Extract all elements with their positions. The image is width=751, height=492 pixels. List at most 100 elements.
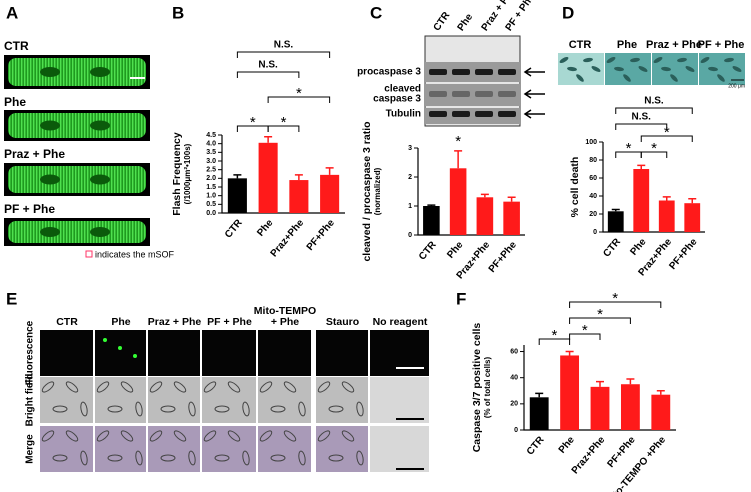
micrograph — [40, 330, 93, 376]
micrograph — [202, 426, 256, 472]
micrograph — [202, 377, 256, 423]
micrograph — [95, 377, 146, 423]
cell — [614, 66, 624, 72]
y-tick-label: 60 — [510, 348, 518, 355]
cell — [559, 56, 569, 64]
x-tick-label: CTR — [223, 217, 245, 240]
cell — [214, 405, 230, 413]
error-bar — [626, 378, 635, 385]
cell — [80, 401, 88, 417]
micrograph — [370, 330, 429, 376]
significance-label: N.S. — [258, 60, 278, 71]
band-label: Tubulin — [386, 109, 421, 120]
bar — [560, 355, 580, 430]
bar — [658, 200, 675, 232]
nucleus — [90, 120, 110, 131]
y-tick-label: 40 — [589, 193, 597, 200]
nucleus — [40, 174, 60, 185]
cell — [717, 74, 725, 82]
x-tick-label: CTR — [601, 236, 623, 259]
cell — [606, 56, 616, 64]
significance-bracket — [569, 317, 631, 324]
y-axis-label: Caspase 3/7 positive cells — [471, 323, 483, 453]
band — [475, 111, 493, 117]
cell — [700, 56, 710, 64]
x-tick-label: PF+Phe — [305, 217, 337, 253]
row-label: PF + Phe — [4, 202, 55, 216]
lane-label: Phe — [617, 39, 637, 51]
cell — [52, 454, 68, 462]
y-axis-label: (normalized) — [373, 167, 382, 215]
bar — [476, 197, 494, 235]
row-label: Merge — [25, 434, 36, 464]
significance-label: * — [551, 327, 557, 344]
bar — [503, 201, 520, 235]
panel-letter: D — [562, 3, 574, 22]
significance-label: * — [597, 306, 603, 323]
band — [429, 69, 447, 75]
column-label: PF + Phe — [207, 316, 252, 328]
cell — [135, 401, 143, 417]
bar — [423, 206, 440, 235]
cell — [270, 405, 286, 413]
bar — [590, 386, 610, 430]
y-tick-label: 60 — [589, 175, 597, 182]
micrograph — [370, 426, 429, 472]
x-tick-label: CTR — [417, 239, 439, 262]
x-tick-label: Praz+Phe — [269, 217, 307, 259]
cell — [356, 450, 364, 466]
legend-swatch — [85, 250, 93, 258]
cell — [96, 381, 110, 393]
cell — [149, 430, 163, 442]
panel-letter: C — [370, 3, 382, 22]
bar — [258, 142, 278, 213]
error-bar — [325, 167, 334, 175]
bar — [227, 178, 247, 213]
cell — [96, 430, 110, 442]
cell — [283, 381, 297, 393]
x-tick-label: PF+Phe — [487, 239, 519, 275]
y-axis-label: (/1000μm²•100s) — [183, 143, 192, 204]
cell — [259, 430, 273, 442]
y-tick-label: 4.5 — [206, 132, 216, 139]
panel-letter: E — [6, 289, 17, 308]
error-bar — [535, 392, 544, 398]
y-tick-label: 3.0 — [206, 158, 216, 165]
x-tick-label: Phe — [445, 239, 465, 260]
y-axis-label: (% of total cells) — [483, 356, 492, 418]
error-bar — [507, 196, 516, 202]
cell — [135, 450, 143, 466]
error-bar — [480, 193, 489, 198]
cell-shape — [8, 166, 146, 193]
cell — [65, 381, 79, 393]
cell — [107, 405, 123, 413]
cell-shape — [8, 113, 146, 138]
cell — [214, 454, 230, 462]
x-tick-label: Phe — [628, 236, 648, 257]
column-label: Mito-TEMPO — [254, 305, 316, 317]
blot-band-bg — [425, 62, 520, 82]
cell — [708, 66, 718, 72]
y-tick-label: 2.0 — [206, 175, 216, 182]
cell — [341, 430, 355, 442]
micrograph — [95, 330, 146, 376]
cell — [65, 430, 79, 442]
lane-label: CTR — [432, 9, 453, 33]
cell-shape — [8, 221, 146, 243]
error-bar — [596, 380, 604, 387]
column-label: No reagent — [373, 316, 428, 328]
cell — [583, 57, 593, 63]
x-tick-label: CTR — [525, 434, 547, 457]
cell — [149, 381, 163, 393]
blot-band-bg — [425, 108, 520, 124]
lane-label: Praz + Phe — [646, 39, 702, 51]
significance-bracket — [569, 333, 601, 340]
cell — [107, 454, 123, 462]
error-bar — [264, 135, 273, 143]
significance-label: * — [626, 140, 632, 157]
cell — [259, 381, 273, 393]
significance-label: * — [281, 114, 287, 131]
micrograph — [370, 377, 429, 423]
y-tick-label: 0 — [514, 427, 518, 434]
cell — [270, 454, 286, 462]
